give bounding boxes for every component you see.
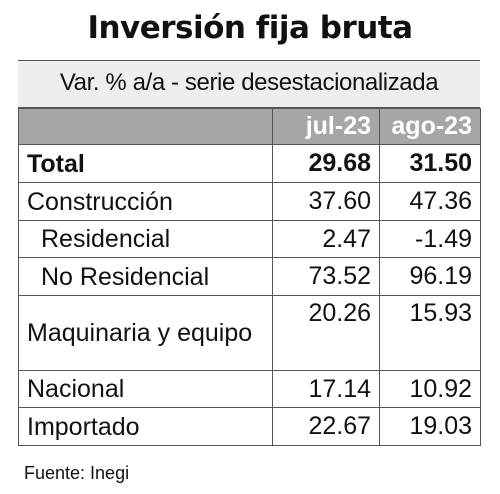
table-row-residencial: Residencial 2.47 -1.49: [18, 220, 481, 258]
table-title: Inversión fija bruta: [87, 10, 413, 46]
table-row-nacional: Nacional 17.14 10.92: [18, 370, 481, 408]
value-cell: -1.49: [379, 220, 481, 258]
row-label: Construcción: [18, 182, 273, 221]
row-label: No Residencial: [18, 257, 273, 296]
table-row-importado: Importado 22.67 19.03: [18, 407, 481, 446]
value-cell: 17.14: [272, 370, 380, 408]
value-cell: 19.03: [379, 407, 481, 446]
value-cell: 96.19: [379, 257, 481, 296]
column-header-jul-23: jul-23: [272, 108, 380, 145]
table-row-construccion: Construcción 37.60 47.36: [18, 182, 481, 221]
table-row-total: Total 29.68 31.50: [18, 144, 481, 183]
value-cell: 2.47: [272, 220, 380, 258]
value-cell: 37.60: [272, 182, 380, 221]
table-row-no-residencial: No Residencial 73.52 96.19: [18, 257, 481, 296]
value-cell: 20.26: [272, 295, 380, 371]
value-cell: 47.36: [379, 182, 481, 221]
source-note: Fuente: Inegi: [24, 463, 130, 483]
value-cell: 73.52: [272, 257, 380, 296]
row-label: Total: [18, 144, 273, 183]
value-cell: 15.93: [379, 295, 481, 371]
row-label: Importado: [18, 407, 273, 446]
table-row-maquinaria: Maquinaria y equipo 20.26 15.93: [18, 295, 481, 371]
table-subtitle: Var. % a/a - serie desestacionalizada: [18, 60, 480, 108]
value-cell: 22.67: [272, 407, 380, 446]
row-label: Residencial: [18, 220, 273, 258]
data-table: jul-23 ago-23 Total 29.68 31.50 Construc…: [18, 108, 481, 446]
value-cell: 29.68: [272, 144, 380, 183]
header-row: jul-23 ago-23: [18, 108, 481, 145]
value-cell: 31.50: [379, 144, 481, 183]
row-label: Nacional: [18, 370, 273, 408]
header-corner-cell: [18, 108, 273, 145]
row-label: Maquinaria y equipo: [18, 295, 273, 371]
value-cell: 10.92: [379, 370, 481, 408]
column-header-ago-23: ago-23: [379, 108, 481, 145]
